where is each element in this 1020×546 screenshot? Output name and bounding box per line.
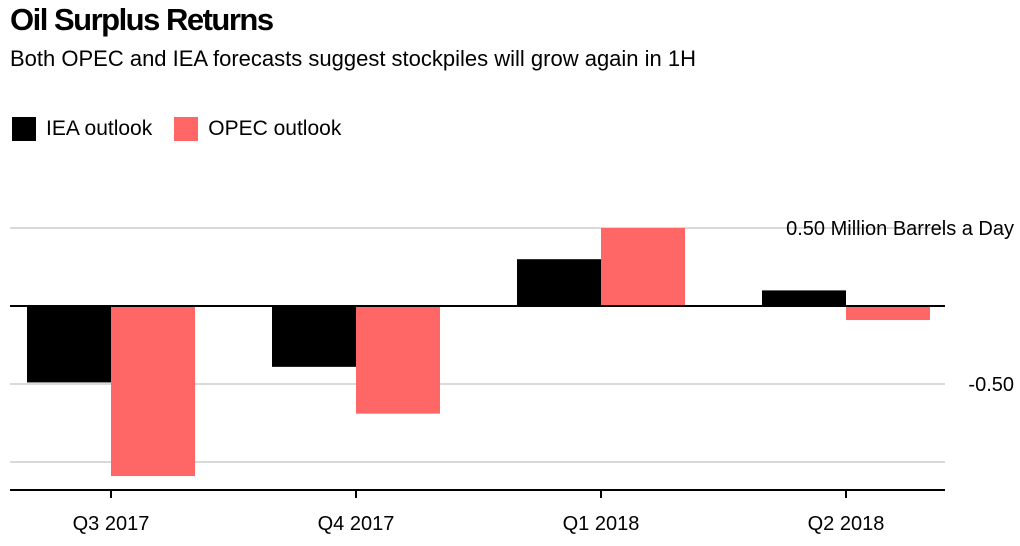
y-tick-label-1: -0.50	[968, 374, 1014, 396]
legend-swatch-iea	[12, 117, 36, 141]
legend: IEA outlook OPEC outlook	[12, 117, 363, 141]
legend-swatch-opec	[174, 117, 199, 141]
bar-opec-0	[111, 306, 195, 477]
bar-iea-0	[27, 306, 111, 383]
y-tick-label-0: 0.50 Million Barrels a Day	[786, 218, 1014, 240]
x-tick-label-3: Q2 2018	[808, 513, 885, 535]
x-tick-label-0: Q3 2017	[73, 513, 150, 535]
bar-iea-1	[272, 306, 356, 367]
bar-opec-3	[846, 306, 930, 321]
legend-label-iea: IEA outlook	[46, 117, 153, 140]
x-tick-label-1: Q4 2017	[318, 513, 395, 535]
chart-title: Oil Surplus Returns	[10, 2, 274, 37]
legend-item-iea: IEA outlook	[12, 117, 152, 141]
chart-subtitle: Both OPEC and IEA forecasts suggest stoc…	[10, 46, 697, 71]
legend-label-opec: OPEC outlook	[208, 117, 342, 140]
bar-iea-3	[762, 290, 846, 306]
bar-iea-2	[517, 259, 601, 306]
bar-opec-2	[601, 228, 685, 306]
x-tick-label-2: Q1 2018	[563, 513, 640, 535]
bar-opec-1	[356, 306, 440, 414]
legend-item-opec: OPEC outlook	[174, 117, 341, 141]
